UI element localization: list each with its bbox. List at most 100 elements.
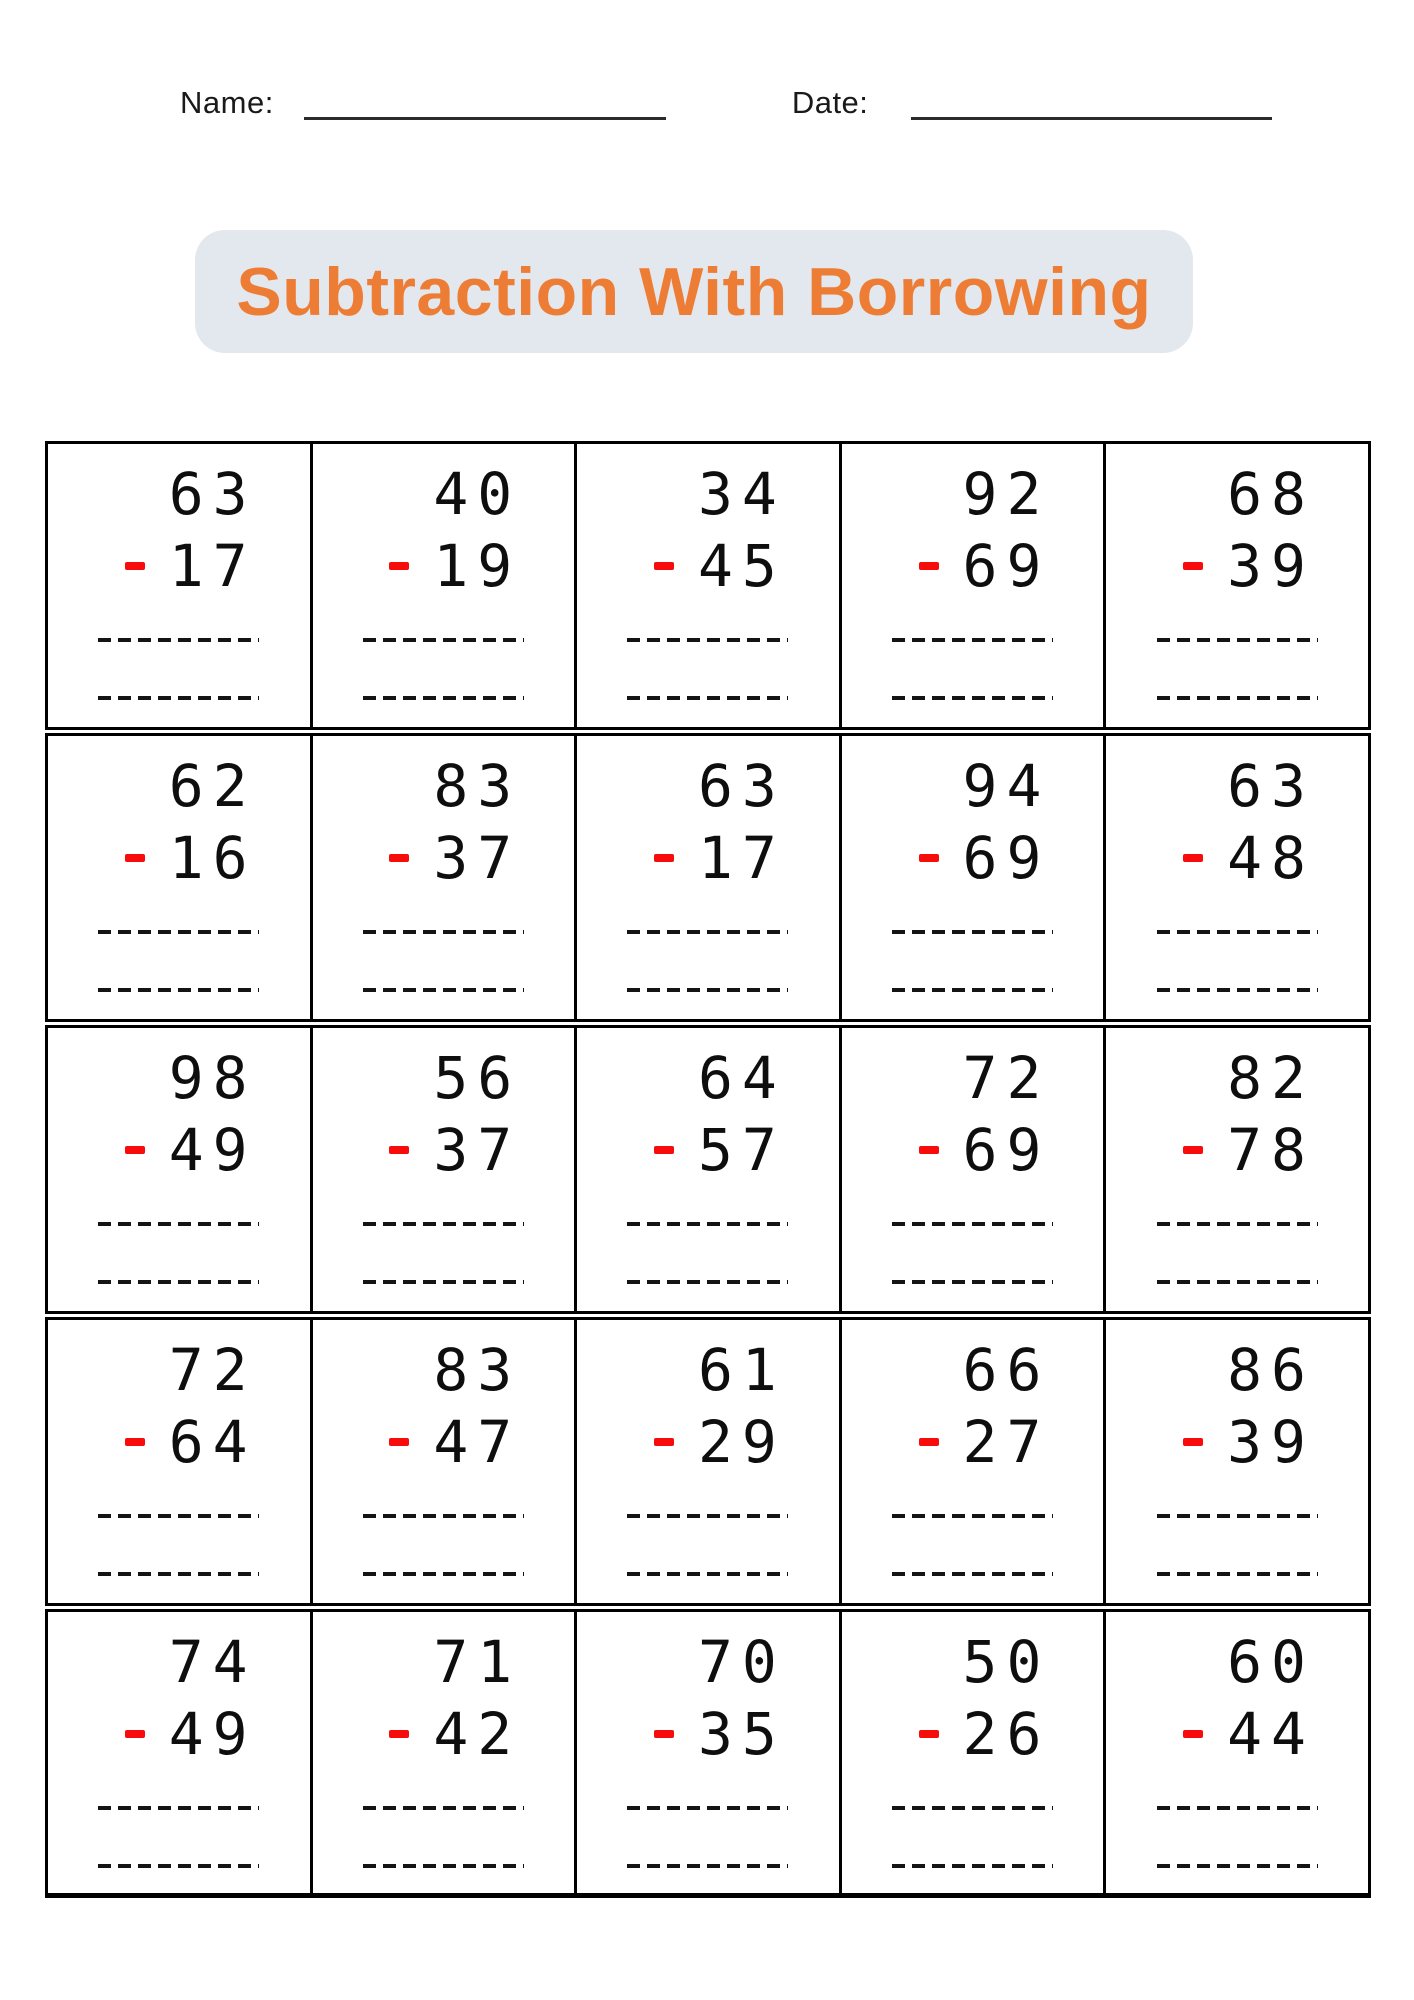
answer-line[interactable] (892, 1864, 1054, 1868)
answer-line[interactable] (98, 696, 260, 700)
subtraction-problem: 40 19 (313, 444, 578, 727)
answer-line[interactable] (892, 1806, 1054, 1810)
subtrahend-row: 19 (313, 530, 575, 602)
answer-line[interactable] (362, 638, 524, 642)
minus-icon (918, 1438, 939, 1446)
subtraction-problem: 63 17 (577, 736, 842, 1019)
subtrahend: 49 (168, 1116, 257, 1184)
answer-line[interactable] (627, 1806, 789, 1810)
minuend: 86 (1227, 1336, 1315, 1404)
subtraction-problem: 83 37 (313, 736, 578, 1019)
answer-line[interactable] (1156, 1222, 1318, 1226)
answer-line[interactable] (98, 1572, 260, 1576)
answer-line[interactable] (892, 1280, 1054, 1284)
answer-line[interactable] (1156, 696, 1318, 700)
answer-line[interactable] (627, 1222, 789, 1226)
subtraction-problem: 70 35 (577, 1612, 842, 1893)
answer-line[interactable] (892, 1222, 1054, 1226)
answer-line[interactable] (627, 1864, 789, 1868)
minuend-row: 40 (313, 458, 575, 530)
subtrahend: 16 (168, 824, 257, 892)
answer-line[interactable] (362, 930, 524, 934)
title-banner: Subtraction With Borrowing (195, 230, 1193, 353)
minus-icon (124, 1730, 145, 1738)
subtraction-problem: 98 49 (48, 1028, 313, 1311)
answer-line[interactable] (98, 930, 260, 934)
subtrahend-row: 42 (313, 1698, 575, 1770)
subtrahend-row: 17 (48, 530, 310, 602)
answer-line[interactable] (892, 930, 1054, 934)
answer-line[interactable] (98, 988, 260, 992)
minuend-row: 64 (577, 1042, 839, 1114)
answer-line[interactable] (892, 696, 1054, 700)
page-title: Subtraction With Borrowing (236, 253, 1152, 330)
subtrahend: 69 (962, 824, 1051, 892)
answer-line[interactable] (627, 1514, 789, 1518)
minuend: 66 (962, 1336, 1051, 1404)
subtrahend: 57 (697, 1116, 786, 1184)
answer-line[interactable] (627, 1280, 789, 1284)
answer-line[interactable] (98, 638, 260, 642)
subtrahend-row: 44 (1106, 1698, 1368, 1770)
minuend-row: 74 (48, 1626, 310, 1698)
answer-line[interactable] (362, 1514, 524, 1518)
subtraction-problem: 94 69 (842, 736, 1107, 1019)
minuend: 63 (697, 752, 786, 820)
answer-line[interactable] (98, 1222, 260, 1226)
answer-line[interactable] (1156, 638, 1318, 642)
minus-icon (124, 1438, 145, 1446)
problem-row: 98 49 56 37 64 57 72 69 82 78 (45, 1025, 1371, 1314)
answer-line[interactable] (1156, 1572, 1318, 1576)
answer-line[interactable] (892, 1572, 1054, 1576)
answer-line[interactable] (362, 1572, 524, 1576)
answer-line[interactable] (627, 1572, 789, 1576)
subtraction-problem: 63 48 (1106, 736, 1368, 1019)
answer-line[interactable] (892, 638, 1054, 642)
minuend-row: 71 (313, 1626, 575, 1698)
minus-icon (653, 1146, 674, 1154)
answer-line[interactable] (98, 1280, 260, 1284)
subtrahend-row: 16 (48, 822, 310, 894)
answer-line[interactable] (627, 930, 789, 934)
answer-line[interactable] (362, 1864, 524, 1868)
subtrahend-row: 48 (1106, 822, 1368, 894)
subtraction-problem: 71 42 (313, 1612, 578, 1893)
minuend-row: 34 (577, 458, 839, 530)
subtrahend-row: 39 (1106, 1406, 1368, 1478)
subtraction-problem: 83 47 (313, 1320, 578, 1603)
subtrahend-row: 17 (577, 822, 839, 894)
minuend-row: 50 (842, 1626, 1104, 1698)
minus-icon (124, 1146, 145, 1154)
answer-line[interactable] (362, 1280, 524, 1284)
minuend-row: 63 (577, 750, 839, 822)
answer-line[interactable] (98, 1806, 260, 1810)
date-field-line[interactable] (911, 84, 1273, 120)
answer-line[interactable] (892, 1514, 1054, 1518)
minuend: 56 (433, 1044, 522, 1112)
subtrahend-row: 57 (577, 1114, 839, 1186)
answer-line[interactable] (1156, 1514, 1318, 1518)
answer-line[interactable] (1156, 1280, 1318, 1284)
answer-line[interactable] (892, 988, 1054, 992)
answer-line[interactable] (98, 1514, 260, 1518)
answer-line[interactable] (1156, 930, 1318, 934)
minus-icon (124, 562, 145, 570)
name-field-line[interactable] (303, 84, 666, 120)
answer-line[interactable] (627, 696, 789, 700)
answer-line[interactable] (1156, 988, 1318, 992)
answer-line[interactable] (362, 696, 524, 700)
answer-line[interactable] (1156, 1806, 1318, 1810)
answer-line[interactable] (362, 1222, 524, 1226)
subtrahend-row: 37 (313, 822, 575, 894)
subtraction-problem: 50 26 (842, 1612, 1107, 1893)
minus-icon (124, 854, 145, 862)
answer-line[interactable] (362, 988, 524, 992)
minus-icon (1183, 1730, 1204, 1738)
answer-line[interactable] (98, 1864, 260, 1868)
subtraction-problem: 34 45 (577, 444, 842, 727)
answer-line[interactable] (627, 988, 789, 992)
answer-line[interactable] (1156, 1864, 1318, 1868)
subtrahend-row: 69 (842, 530, 1104, 602)
answer-line[interactable] (627, 638, 789, 642)
answer-line[interactable] (362, 1806, 524, 1810)
